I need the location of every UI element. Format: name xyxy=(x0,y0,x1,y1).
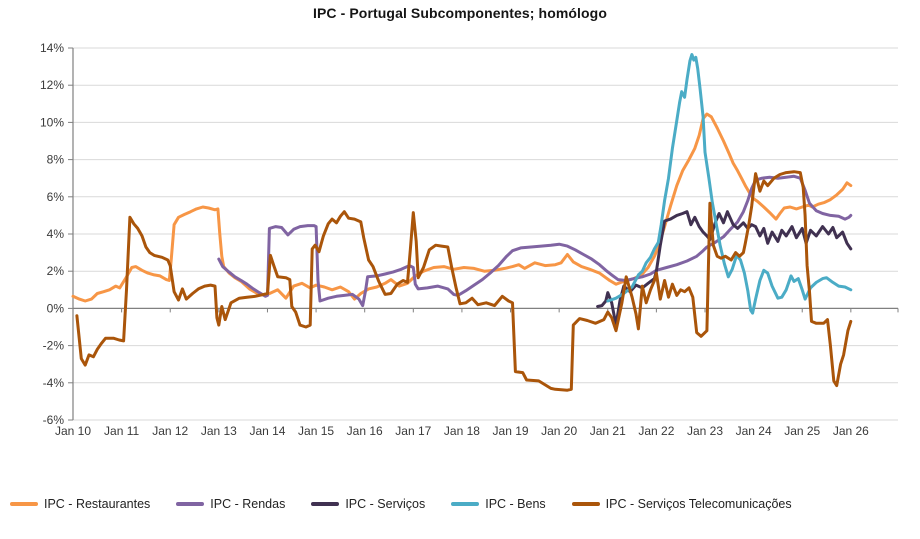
x-tick-label: Jan 14 xyxy=(249,424,285,438)
x-tick-label: Jan 13 xyxy=(201,424,237,438)
y-tick-label: 0% xyxy=(47,301,65,315)
y-tick-label: 14% xyxy=(40,41,64,55)
chart-legend: IPC - Restaurantes IPC - Rendas IPC - Serv… xyxy=(10,497,910,511)
x-tick-label: Jan 17 xyxy=(395,424,431,438)
legend-label: IPC - Bens xyxy=(485,497,546,511)
x-tick-label: Jan 24 xyxy=(736,424,772,438)
x-tick-label: Jan 22 xyxy=(638,424,674,438)
y-tick-label: 6% xyxy=(47,190,65,204)
y-tick-label: 12% xyxy=(40,78,64,92)
y-tick-label: 8% xyxy=(47,153,65,167)
series-line-ipc-bens xyxy=(606,53,853,315)
x-tick-label: Jan 20 xyxy=(541,424,577,438)
y-tick-label: -6% xyxy=(43,413,65,427)
x-tick-label: Jan 12 xyxy=(152,424,188,438)
legend-line-marker xyxy=(311,502,340,506)
x-tick-label: Jan 23 xyxy=(687,424,723,438)
legend-label: IPC - Serviços xyxy=(345,497,426,511)
y-tick-label: 4% xyxy=(47,227,65,241)
y-tick-label: 2% xyxy=(47,264,65,278)
gridlines xyxy=(73,47,898,421)
chart-title: IPC - Portugal Subcomponentes; homólogo xyxy=(312,5,607,21)
x-tick-label: Jan 16 xyxy=(347,424,383,438)
legend-label: IPC - Serviços Telecomunicações xyxy=(605,497,792,511)
axis-labels: -6% -4% -2% 0% 2% 4% 6% 8% 10% 12% 14% Jan 10 Jan 11… xyxy=(40,41,869,438)
legend-item-ipc-rendas: IPC - Rendas xyxy=(176,497,285,511)
x-tick-label: Jan 19 xyxy=(493,424,529,438)
x-tick-label: Jan 18 xyxy=(444,424,480,438)
x-tick-label: Jan 15 xyxy=(298,424,334,438)
series-line-ipc-rendas xyxy=(217,174,853,308)
y-tick-label: -2% xyxy=(43,339,65,353)
legend-item-ipc-restaurantes: IPC - Restaurantes xyxy=(10,497,150,511)
series-line-ipc-restaurantes xyxy=(71,112,853,303)
x-tick-label: Jan 10 xyxy=(55,424,91,438)
y-tick-label: -4% xyxy=(43,376,65,390)
y-tick-label: 10% xyxy=(40,115,64,129)
legend-label: IPC - Restaurantes xyxy=(44,497,151,511)
legend-label: IPC - Rendas xyxy=(210,497,286,511)
legend-line-marker xyxy=(176,502,205,506)
x-tick-label: Jan 26 xyxy=(833,424,869,438)
legend-item-ipc-servi-os: IPC - Serviços xyxy=(311,497,425,511)
legend-item-ipc-servi-os-telecomunica-es: IPC - Serviços Telecomunicações xyxy=(571,497,792,511)
legend-item-ipc-bens: IPC - Bens xyxy=(451,497,546,511)
legend-line-marker xyxy=(571,502,600,506)
legend-line-marker xyxy=(451,502,480,506)
legend-line-marker xyxy=(10,502,38,506)
x-tick-label: Jan 21 xyxy=(590,424,626,438)
chart-canvas: -6% -4% -2% 0% 2% 4% 6% 8% 10% 12% 14% Jan 10 Jan 11… xyxy=(40,41,899,438)
x-tick-label: Jan 11 xyxy=(104,424,139,438)
x-tick-label: Jan 25 xyxy=(784,424,820,438)
series-line-ipc-servi-os-telecomunica-es xyxy=(75,170,853,392)
series-lines xyxy=(71,53,853,392)
